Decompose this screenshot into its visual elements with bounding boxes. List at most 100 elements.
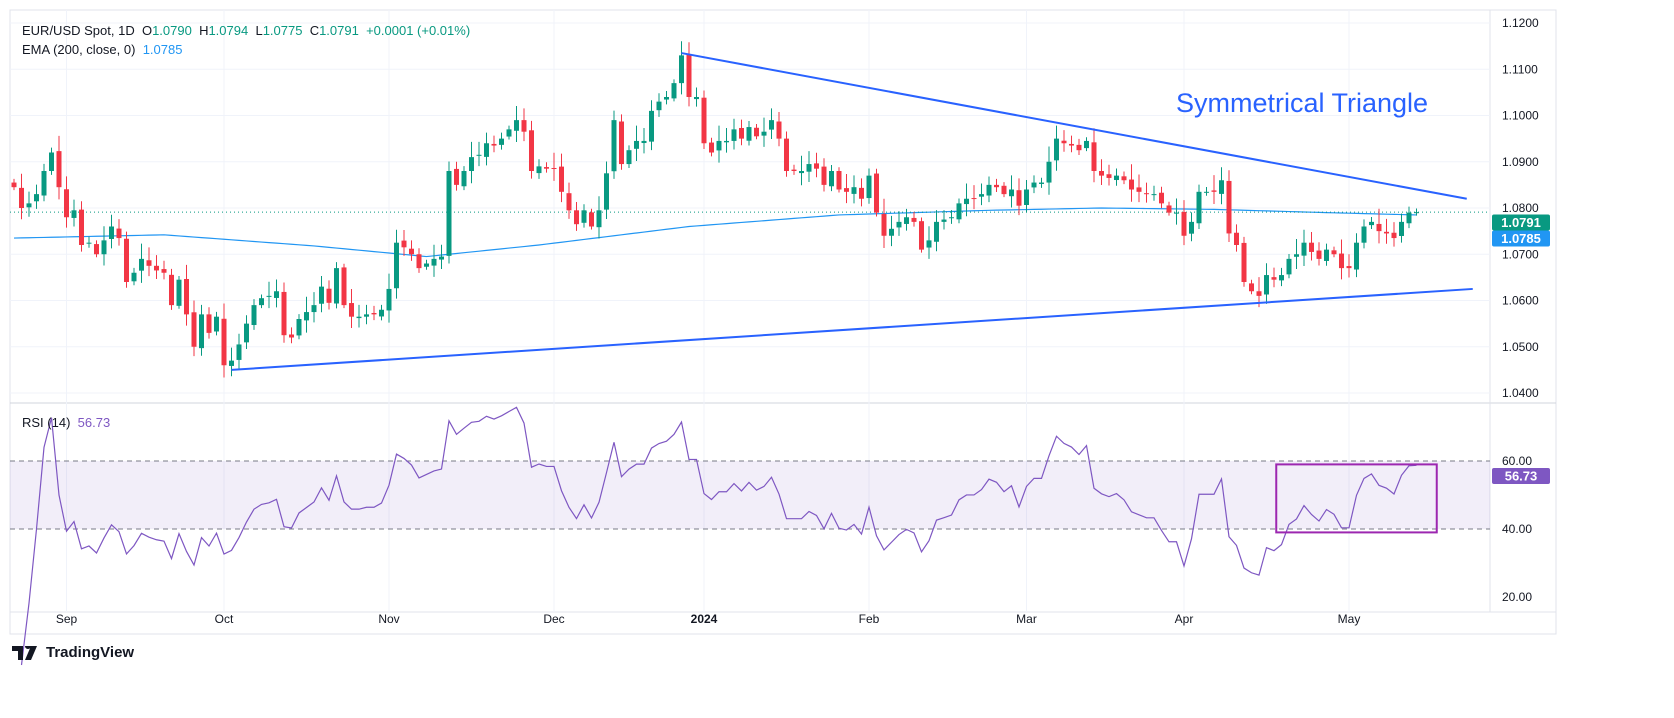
low-value: 1.0775 (262, 23, 303, 38)
tradingview-logo[interactable]: TradingView (12, 644, 134, 661)
candle-down (686, 53, 692, 97)
candle-down (836, 171, 842, 190)
candle-down (289, 334, 294, 338)
candle-up (1196, 191, 1202, 224)
candle-up (941, 219, 947, 222)
candle-up (514, 120, 519, 131)
trendline-lower (231, 287, 1473, 371)
candle-down (409, 248, 414, 255)
candle-up (49, 152, 54, 171)
candle-down (1106, 174, 1112, 178)
rsi-value: 56.73 (77, 415, 111, 430)
candle-down (1091, 142, 1097, 171)
candle-down (1339, 253, 1344, 269)
change-value: +0.0001 (+0.01%) (366, 23, 471, 38)
open-value: 1.0790 (152, 23, 192, 38)
candle-down (566, 193, 572, 211)
price-tick-label: 1.1000 (1502, 109, 1539, 123)
candle-down (971, 198, 977, 200)
price-tick-label: 1.0400 (1502, 386, 1539, 400)
rsi-legend: RSI (14) 56.73 (22, 415, 111, 430)
candle-down (1076, 144, 1082, 151)
candle-down (79, 209, 84, 245)
candle-down (1144, 193, 1149, 195)
candle-down (146, 260, 152, 266)
candle-up (311, 305, 317, 313)
candle-up (304, 312, 309, 321)
chart-border (9, 9, 1557, 635)
time-tick-label: May (1338, 612, 1361, 626)
candle-up (1174, 212, 1179, 214)
candle-up (1009, 189, 1014, 197)
rsi-tick-label: 60.00 (1502, 454, 1532, 468)
candle-down (1181, 211, 1187, 236)
candle-up (296, 319, 302, 336)
candle-down (1099, 171, 1104, 176)
candle-up (431, 258, 437, 266)
candle-up (1151, 194, 1157, 196)
high-value: 1.0794 (208, 23, 249, 38)
candle-up (934, 221, 939, 242)
candle-up (101, 240, 107, 255)
candle-up (634, 140, 639, 149)
candle-up (1324, 249, 1329, 261)
candle-down (776, 121, 782, 139)
candle-down (529, 130, 534, 171)
candle-up (1264, 275, 1269, 295)
candle-down (1391, 232, 1397, 239)
candle-down (709, 142, 714, 153)
candle-up (641, 140, 647, 144)
ema-price-tag-bg (1492, 230, 1550, 247)
candle-down (784, 138, 789, 171)
candle-down (341, 267, 347, 306)
rsi-value-tag-bg (1492, 468, 1550, 484)
candle-up (1286, 258, 1292, 275)
candle-up (1039, 182, 1044, 184)
candle-down (1129, 179, 1134, 190)
time-tick-label: Dec (543, 612, 564, 626)
candle-up (1414, 212, 1419, 214)
candle-up (671, 83, 677, 99)
candle-down (1001, 185, 1007, 195)
candle-down (994, 184, 999, 188)
candle-down (791, 169, 797, 171)
candle-down (491, 143, 497, 146)
ema-price-tag: 1.0785 (1501, 231, 1541, 246)
candle-up (236, 344, 242, 360)
candle-down (859, 187, 864, 199)
candle-down (206, 314, 212, 333)
candle-down (911, 217, 917, 222)
candle-up (364, 314, 369, 317)
candle-up (1354, 242, 1359, 270)
candle-up (86, 242, 92, 244)
candle-down (1016, 190, 1022, 206)
candle-up (1084, 140, 1089, 149)
time-tick-label: Nov (378, 612, 399, 626)
candle-down (371, 312, 377, 315)
candle-up (1031, 182, 1037, 188)
candle-down (56, 151, 62, 188)
candle-up (274, 291, 279, 298)
candle-down (184, 278, 189, 315)
candle-up (1399, 221, 1404, 236)
candle-up (626, 150, 632, 165)
candle-down (1069, 143, 1074, 146)
candle-up (1294, 254, 1299, 257)
candle-up (656, 101, 662, 111)
candle-down (11, 182, 17, 188)
candle-up (716, 140, 722, 151)
candle-down (349, 303, 354, 317)
time-tick-label: Apr (1175, 612, 1194, 626)
candle-up (229, 360, 234, 366)
candle-down (874, 173, 879, 213)
candle-down (521, 120, 527, 132)
candle-down (326, 288, 332, 303)
candle-up (979, 194, 984, 197)
time-tick-label: Feb (859, 612, 880, 626)
candle-up (611, 120, 617, 172)
candle-down (1226, 180, 1232, 234)
candle-down (1136, 187, 1142, 192)
candle-down (116, 228, 122, 239)
candle-down (881, 214, 887, 236)
